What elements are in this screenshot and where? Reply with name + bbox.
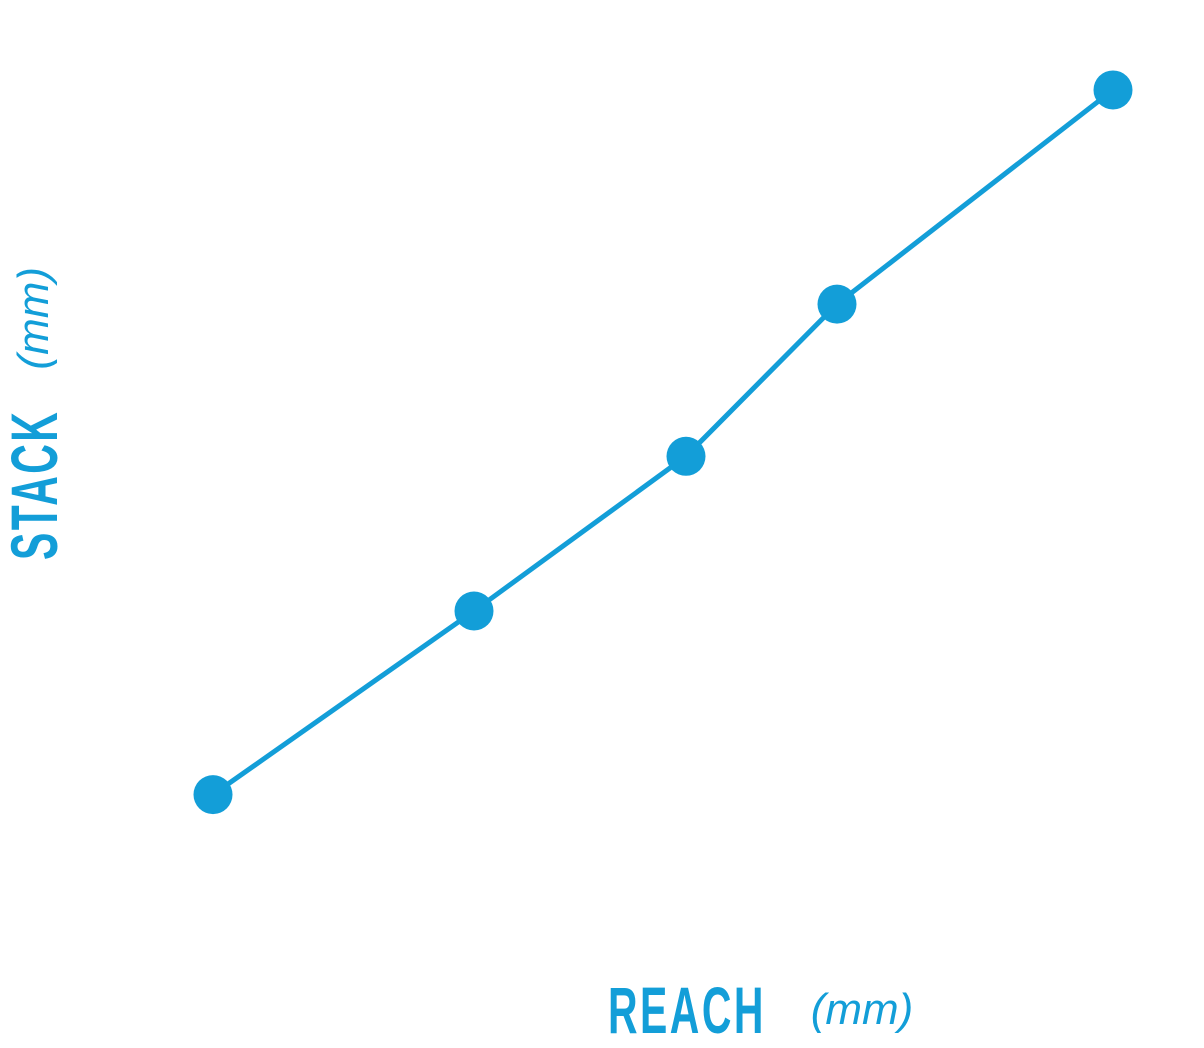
x-axis-label: REACH (mm) [608, 972, 914, 1047]
data-point-1 [193, 775, 233, 815]
data-point-4 [817, 284, 857, 324]
y-axis-label: STACK (mm) [0, 0, 71, 560]
x-axis-unit: (mm) [810, 985, 914, 1034]
series-line [211, 87, 1115, 797]
data-point-5 [1093, 70, 1133, 110]
y-axis-unit: (mm) [9, 266, 58, 370]
data-point-2 [454, 591, 494, 631]
y-axis-title: STACK [0, 409, 71, 560]
data-point-3 [666, 436, 706, 476]
x-axis-title: REACH [608, 973, 766, 1047]
